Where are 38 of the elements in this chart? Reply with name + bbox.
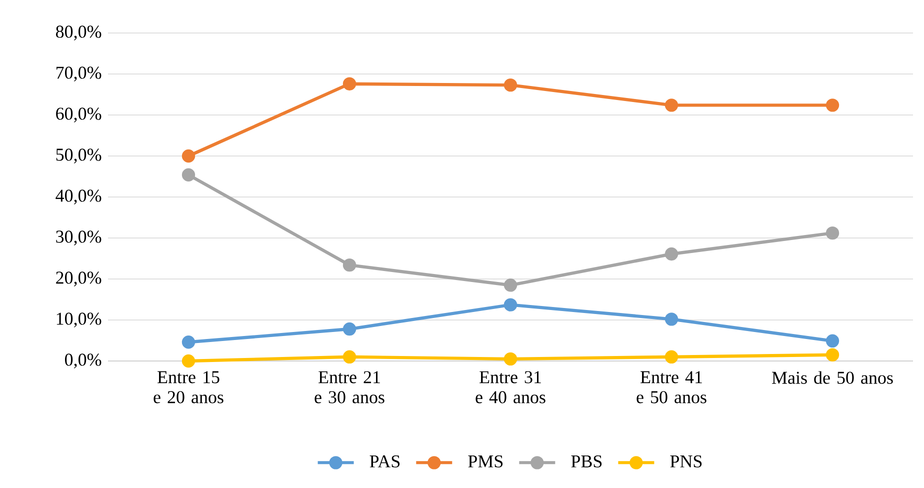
point	[504, 352, 518, 366]
point	[826, 226, 840, 240]
point	[504, 78, 518, 92]
x-tick-label: Entre 31 e 40 anos	[476, 371, 546, 404]
point	[182, 168, 196, 182]
point	[826, 98, 840, 112]
y-tick-label: 10,0%	[56, 312, 102, 328]
point	[664, 98, 678, 112]
y-tick-label: 70,0%	[56, 66, 102, 82]
y-tick-label: 50,0%	[56, 148, 102, 164]
point	[664, 312, 678, 326]
y-tick-label: 0,0%	[65, 354, 102, 368]
point	[182, 336, 196, 349]
point	[826, 348, 840, 362]
legend-label: PBS	[571, 455, 602, 468]
point	[182, 354, 196, 368]
point	[342, 322, 356, 336]
y-tick-label: 80,0%	[56, 26, 102, 40]
legend-label: PNS	[670, 455, 702, 468]
x-tick-label: Entre 41 e 50 anos	[636, 371, 706, 404]
point	[342, 350, 356, 364]
y-tick-label: 60,0%	[56, 108, 102, 122]
point	[504, 298, 518, 312]
x-tick-label: Entre 15 e 20 anos	[154, 371, 224, 404]
x-tick-label: Mais de 50 anos	[772, 371, 893, 384]
point	[182, 149, 196, 163]
point	[664, 350, 678, 364]
legend-label: PAS	[370, 455, 400, 468]
x-tick-label: Entre 21 e 30 anos	[314, 371, 384, 404]
point	[342, 77, 356, 90]
y-tick-label: 40,0%	[56, 190, 102, 204]
legend-label: PMS	[468, 455, 503, 468]
y-tick-label: 20,0%	[56, 272, 102, 286]
point	[504, 278, 518, 292]
point	[664, 247, 678, 261]
y-tick-label: 30,0%	[56, 230, 102, 246]
point	[826, 334, 840, 348]
point	[342, 258, 356, 272]
